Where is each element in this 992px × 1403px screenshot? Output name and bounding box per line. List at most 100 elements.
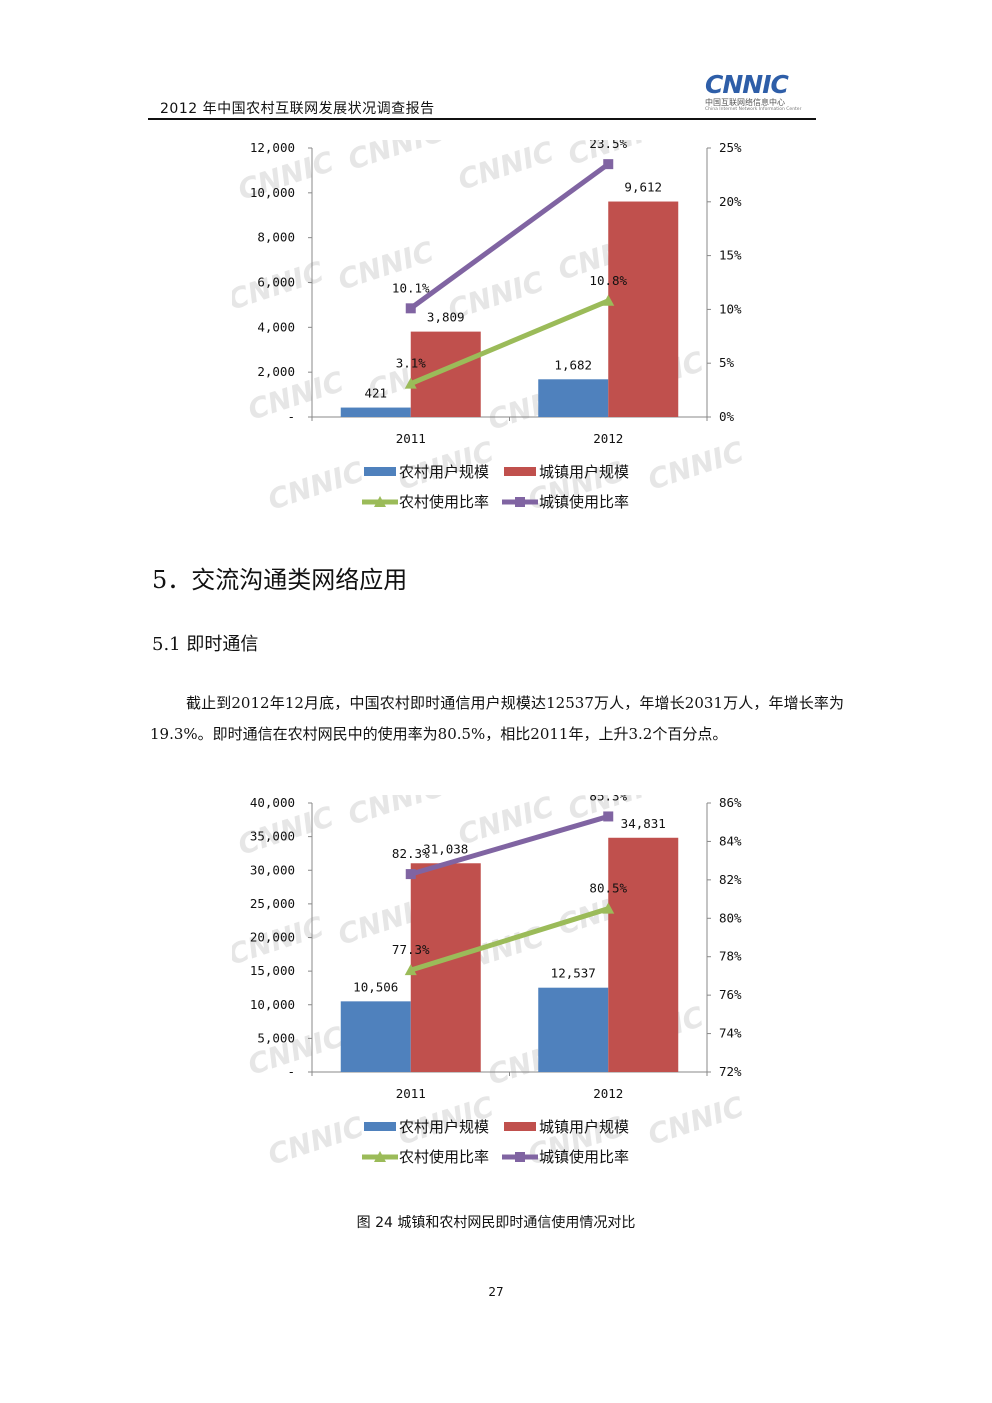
- section-heading: 5．交流沟通类网络应用: [152, 566, 408, 594]
- watermark-text: CNNIC: [344, 795, 448, 832]
- left-axis-tick-label: 40,000: [250, 795, 295, 810]
- legend-swatch: [504, 467, 536, 476]
- legend-marker-triangle: [374, 496, 386, 507]
- right-axis-tick-label: 72%: [719, 1064, 742, 1079]
- right-axis-tick-label: 0%: [719, 409, 735, 424]
- left-axis-tick-label: 6,000: [257, 275, 295, 290]
- left-axis-tick-label: -: [287, 1064, 295, 1079]
- series-line: [409, 162, 610, 311]
- line-data-label: 10.1%: [392, 280, 430, 295]
- legend-label: 城镇用户规模: [539, 463, 629, 481]
- bar-data-label: 9,612: [624, 180, 662, 195]
- bar-data-label: 10,506: [353, 979, 398, 994]
- bar-data-label: 34,831: [621, 816, 666, 831]
- bar: [608, 201, 679, 417]
- line-data-label: 85.3%: [589, 795, 627, 803]
- bar-data-label: 3,809: [427, 310, 465, 325]
- watermark-text: CNNIC: [454, 140, 558, 197]
- legend-label: 农村使用比率: [399, 493, 489, 511]
- line-point-square: [603, 159, 614, 170]
- logo-subtitle-en: China Internet Network Information Cente…: [705, 107, 802, 112]
- bar: [538, 987, 609, 1072]
- right-axis-tick-label: 5%: [719, 355, 735, 370]
- legend-label: 城镇使用比率: [539, 1148, 629, 1166]
- right-axis-tick-label: 25%: [719, 140, 742, 155]
- legend-label: 农村使用比率: [399, 1148, 489, 1166]
- watermark-text: CNNIC: [264, 1110, 368, 1172]
- legend-swatch: [504, 1122, 536, 1131]
- line-point-triangle: [404, 964, 417, 976]
- cnnic-logo: CNNIC 中国互联网络信息中心 China Internet Network …: [705, 72, 809, 114]
- left-axis-tick-label: 15,000: [250, 963, 295, 978]
- legend-label: 城镇使用比率: [539, 493, 629, 511]
- subsection-heading: 5.1 即时通信: [152, 634, 259, 655]
- legend-label: 城镇用户规模: [539, 1118, 629, 1136]
- left-axis-tick-label: 5,000: [257, 1030, 295, 1045]
- left-axis-tick-label: 12,000: [250, 140, 295, 155]
- figure-caption: 图 24 城镇和农村网民即时通信使用情况对比: [356, 1215, 636, 1231]
- right-axis-tick-label: 20%: [719, 194, 742, 209]
- series-line: [409, 298, 610, 386]
- bar: [538, 379, 609, 417]
- bar: [340, 1001, 411, 1072]
- bar: [608, 837, 679, 1072]
- series-line: [410, 906, 609, 973]
- report-header-title: 2012 年中国农村互联网发展状况调查报告: [160, 101, 435, 117]
- legend-marker-square: [515, 1152, 525, 1162]
- left-axis-tick-label: 10,000: [250, 997, 295, 1012]
- legend-marker-square: [515, 497, 525, 507]
- left-axis-tick-label: 25,000: [250, 896, 295, 911]
- line-point-square: [405, 869, 416, 880]
- body-paragraph: 截止到2012年12月底，中国农村即时通信用户规模达12537万人，年增长203…: [150, 694, 844, 743]
- watermark-text: CNNIC: [644, 1090, 748, 1152]
- line-data-label: 3.1%: [396, 356, 427, 371]
- watermark-text: CNNIC: [644, 435, 748, 497]
- line-point-triangle: [404, 377, 417, 389]
- line-data-label: 77.3%: [392, 942, 430, 957]
- legend-label: 农村用户规模: [399, 463, 489, 481]
- chart-instant-messaging: CNNIC CNNIC CNNIC CNNIC CNNIC CNNIC CNNIC CNNIC…: [232, 795, 762, 1175]
- x-axis-tick-label: 2011: [396, 1086, 426, 1101]
- left-axis-tick-label: 35,000: [250, 829, 295, 844]
- series-line: [410, 814, 609, 877]
- line-data-label: 80.5%: [589, 881, 627, 896]
- left-axis-tick-label: 20,000: [250, 930, 295, 945]
- left-axis-tick-label: 4,000: [257, 319, 295, 334]
- legend-label: 农村用户规模: [399, 1118, 489, 1136]
- right-axis-tick-label: 74%: [719, 1026, 742, 1041]
- bar-data-label: 1,682: [554, 357, 592, 372]
- logo-text: CNNIC: [705, 70, 789, 99]
- right-axis-tick-label: 86%: [719, 795, 742, 810]
- line-point-triangle: [602, 294, 615, 306]
- right-axis-tick-label: 82%: [719, 872, 742, 887]
- right-axis-tick-label: 80%: [719, 910, 742, 925]
- bar-data-label: 12,537: [551, 966, 596, 981]
- watermark-text: CNNIC: [344, 140, 448, 177]
- right-axis-tick-label: 84%: [719, 833, 742, 848]
- right-axis-tick-label: 78%: [719, 949, 742, 964]
- x-axis-tick-label: 2012: [593, 1086, 623, 1101]
- x-axis-tick-label: 2011: [396, 431, 426, 446]
- x-axis-tick-label: 2012: [593, 431, 623, 446]
- legend-swatch: [364, 1122, 396, 1131]
- right-axis-tick-label: 76%: [719, 987, 742, 1002]
- line-point-square: [603, 811, 614, 822]
- line-point-triangle: [602, 902, 615, 914]
- watermark-text: CNNIC: [264, 455, 368, 517]
- line-data-label: 23.5%: [589, 140, 627, 151]
- chart-rural-urban-rate-top: CNNIC CNNIC CNNIC CNNIC CNNIC CNNIC CNNIC CNNIC…: [232, 140, 762, 520]
- left-axis-tick-label: -: [287, 409, 295, 424]
- page-number: 27: [488, 1285, 504, 1299]
- right-axis-tick-label: 15%: [719, 248, 742, 263]
- left-axis-tick-label: 10,000: [250, 185, 295, 200]
- line-data-label: 82.3%: [392, 846, 430, 861]
- header-rule: [148, 118, 816, 120]
- bar-data-label: 31,038: [423, 841, 468, 856]
- watermark-text: CNNIC: [454, 795, 558, 852]
- bar: [410, 331, 481, 417]
- logo-subtitle: 中国互联网络信息中心: [705, 98, 785, 107]
- legend-swatch: [364, 467, 396, 476]
- right-axis-tick-label: 10%: [719, 301, 742, 316]
